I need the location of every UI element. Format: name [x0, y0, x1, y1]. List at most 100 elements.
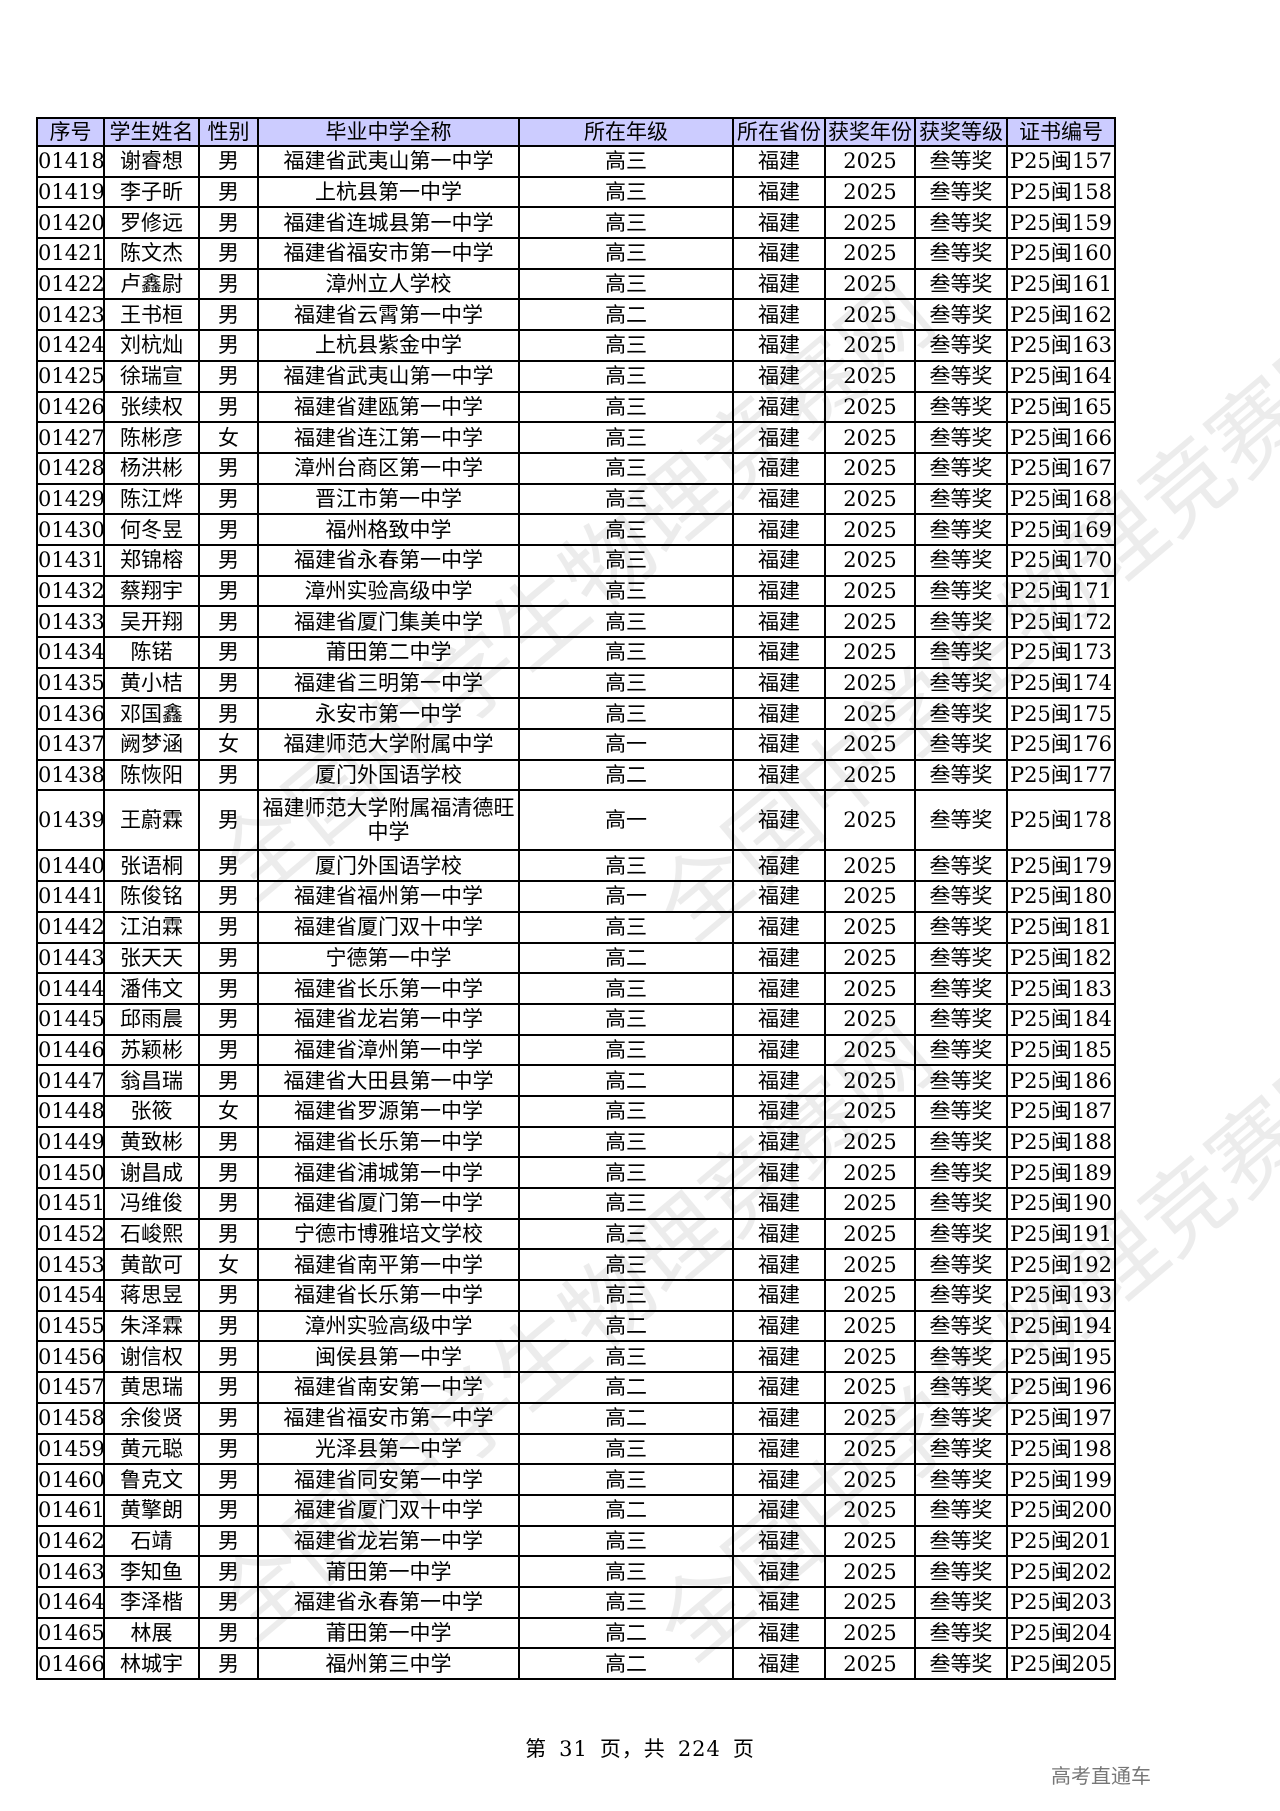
- cell-school-name: 莆田第二中学: [257, 636, 520, 669]
- cell-serial-number: 01455: [36, 1309, 105, 1343]
- cell-gender: 男: [198, 390, 259, 424]
- cell-grade: 高三: [518, 1033, 734, 1067]
- cell-school-name: 上杭县紫金中学: [257, 329, 520, 362]
- cell-award-year: 2025: [824, 175, 916, 209]
- cell-award-year: 2025: [824, 1555, 916, 1588]
- cell-student-name: 罗修远: [103, 206, 200, 240]
- cell-grade: 高三: [518, 666, 734, 700]
- cell-certificate-number: P25闽187: [1006, 1094, 1116, 1128]
- cell-award-level: 叁等奖: [914, 636, 1008, 669]
- cell-certificate-number: P25闽166: [1006, 421, 1116, 454]
- cell-serial-number: 01419: [36, 175, 105, 209]
- cell-grade: 高三: [518, 1156, 734, 1189]
- cell-serial-number: 01441: [36, 880, 105, 913]
- cell-school-name: 福建省福安市第一中学: [257, 237, 520, 270]
- cell-award-level: 叁等奖: [914, 910, 1008, 944]
- cell-grade: 高三: [518, 206, 734, 240]
- table-row: 01425 徐瑞宣男福建省武夷山第一中学 高三 福建 2025 叁等奖 P25闽164: [36, 359, 1116, 393]
- cell-award-year: 2025: [824, 1002, 916, 1036]
- cell-school-name: 福建省龙岩第一中学: [257, 1002, 520, 1036]
- cell-certificate-number: P25闽171: [1006, 574, 1116, 608]
- cell-award-level: 叁等奖: [914, 1524, 1008, 1558]
- cell-student-name: 邱雨晨: [103, 1002, 200, 1036]
- cell-grade: 高三: [518, 1187, 734, 1220]
- cell-award-level: 叁等奖: [914, 697, 1008, 731]
- table-row: 01424 刘杭灿男上杭县紫金中学 高三 福建 2025 叁等奖 P25闽163: [36, 329, 1116, 362]
- cell-serial-number: 01434: [36, 636, 105, 669]
- cell-province: 福建: [732, 145, 826, 178]
- table-row: 01423 王书桓男福建省云霄第一中学 高二 福建 2025 叁等奖 P25闽162: [36, 298, 1116, 332]
- cell-gender: 男: [198, 1187, 259, 1220]
- cell-province: 福建: [732, 972, 826, 1005]
- cell-grade: 高三: [518, 237, 734, 270]
- cell-award-year: 2025: [824, 1248, 916, 1282]
- cell-award-year: 2025: [824, 1156, 916, 1189]
- table-row: 01435 黄小桔男福建省三明第一中学 高三 福建 2025 叁等奖 P25闽174: [36, 666, 1116, 700]
- cell-certificate-number: P25闽193: [1006, 1279, 1116, 1312]
- cell-gender: 男: [198, 849, 259, 883]
- cell-province: 福建: [732, 1340, 826, 1374]
- cell-student-name: 冯维俊: [103, 1187, 200, 1220]
- cell-province: 福建: [732, 1555, 826, 1588]
- cell-province: 福建: [732, 175, 826, 209]
- cell-grade: 高三: [518, 359, 734, 393]
- cell-award-year: 2025: [824, 1033, 916, 1067]
- cell-award-year: 2025: [824, 206, 916, 240]
- cell-certificate-number: P25闽177: [1006, 758, 1116, 792]
- cell-province: 福建: [732, 1371, 826, 1404]
- cell-grade: 高三: [518, 1002, 734, 1036]
- cell-certificate-number: P25闽184: [1006, 1002, 1116, 1036]
- cell-serial-number: 01447: [36, 1064, 105, 1097]
- cell-award-year: 2025: [824, 451, 916, 485]
- cell-province: 福建: [732, 1585, 826, 1619]
- cell-student-name: 黄小桔: [103, 666, 200, 700]
- cell-school-name: 福建省罗源第一中学: [257, 1094, 520, 1128]
- cell-gender: 男: [198, 941, 259, 975]
- table-row: 01434 陈锘男莆田第二中学 高三 福建 2025 叁等奖 P25闽173: [36, 636, 1116, 669]
- cell-award-level: 叁等奖: [914, 1432, 1008, 1466]
- cell-school-name: 福建省建瓯第一中学: [257, 390, 520, 424]
- table-row: 01454 蒋思昱男福建省长乐第一中学 高三 福建 2025 叁等奖 P25闽193: [36, 1279, 1116, 1312]
- cell-serial-number: 01459: [36, 1432, 105, 1466]
- cell-student-name: 黄歆可: [103, 1248, 200, 1282]
- cell-student-name: 陈彬彦: [103, 421, 200, 454]
- table-row: 01461 黄擎朗男福建省厦门双十中学 高二 福建 2025 叁等奖 P25闽200: [36, 1493, 1116, 1527]
- cell-grade: 高三: [518, 543, 734, 577]
- cell-certificate-number: P25闽186: [1006, 1064, 1116, 1097]
- cell-serial-number: 01453: [36, 1248, 105, 1282]
- table-row: 01465 林展男莆田第一中学 高二 福建 2025 叁等奖 P25闽204: [36, 1616, 1116, 1650]
- cell-province: 福建: [732, 1647, 826, 1680]
- cell-award-year: 2025: [824, 1647, 916, 1680]
- cell-certificate-number: P25闽205: [1006, 1647, 1116, 1680]
- cell-student-name: 陈锘: [103, 636, 200, 669]
- cell-serial-number: 01461: [36, 1493, 105, 1527]
- cell-award-level: 叁等奖: [914, 1463, 1008, 1496]
- cell-grade: 高三: [518, 390, 734, 424]
- cell-student-name: 阙梦涵: [103, 728, 200, 761]
- table-row: 01427 陈彬彦女福建省连江第一中学 高三 福建 2025 叁等奖 P25闽166: [36, 421, 1116, 454]
- cell-serial-number: 01456: [36, 1340, 105, 1374]
- cell-serial-number: 01431: [36, 543, 105, 577]
- cell-award-year: 2025: [824, 237, 916, 270]
- cell-serial-number: 01437: [36, 728, 105, 761]
- cell-serial-number: 01420: [36, 206, 105, 240]
- cell-school-name: 福建省连江第一中学: [257, 421, 520, 454]
- cell-gender: 男: [198, 1002, 259, 1036]
- cell-province: 福建: [732, 1033, 826, 1067]
- cell-grade: 高三: [518, 421, 734, 454]
- page-current: 31: [559, 1737, 588, 1761]
- cell-award-year: 2025: [824, 1187, 916, 1220]
- table-row: 01428 杨洪彬男漳州台商区第一中学 高三 福建 2025 叁等奖 P25闽167: [36, 451, 1116, 485]
- cell-province: 福建: [732, 1279, 826, 1312]
- cell-award-year: 2025: [824, 941, 916, 975]
- cell-gender: 男: [198, 1401, 259, 1435]
- cell-school-name: 闽侯县第一中学: [257, 1340, 520, 1374]
- table-row: 01450 谢昌成男福建省浦城第一中学 高三 福建 2025 叁等奖 P25闽189: [36, 1156, 1116, 1189]
- cell-student-name: 潘伟文: [103, 972, 200, 1005]
- cell-province: 福建: [732, 697, 826, 731]
- table-row: 01442 江泊霖男福建省厦门双十中学 高三 福建 2025 叁等奖 P25闽181: [36, 910, 1116, 944]
- cell-award-level: 叁等奖: [914, 1094, 1008, 1128]
- cell-award-year: 2025: [824, 267, 916, 301]
- cell-award-year: 2025: [824, 1432, 916, 1466]
- cell-certificate-number: P25闽169: [1006, 513, 1116, 546]
